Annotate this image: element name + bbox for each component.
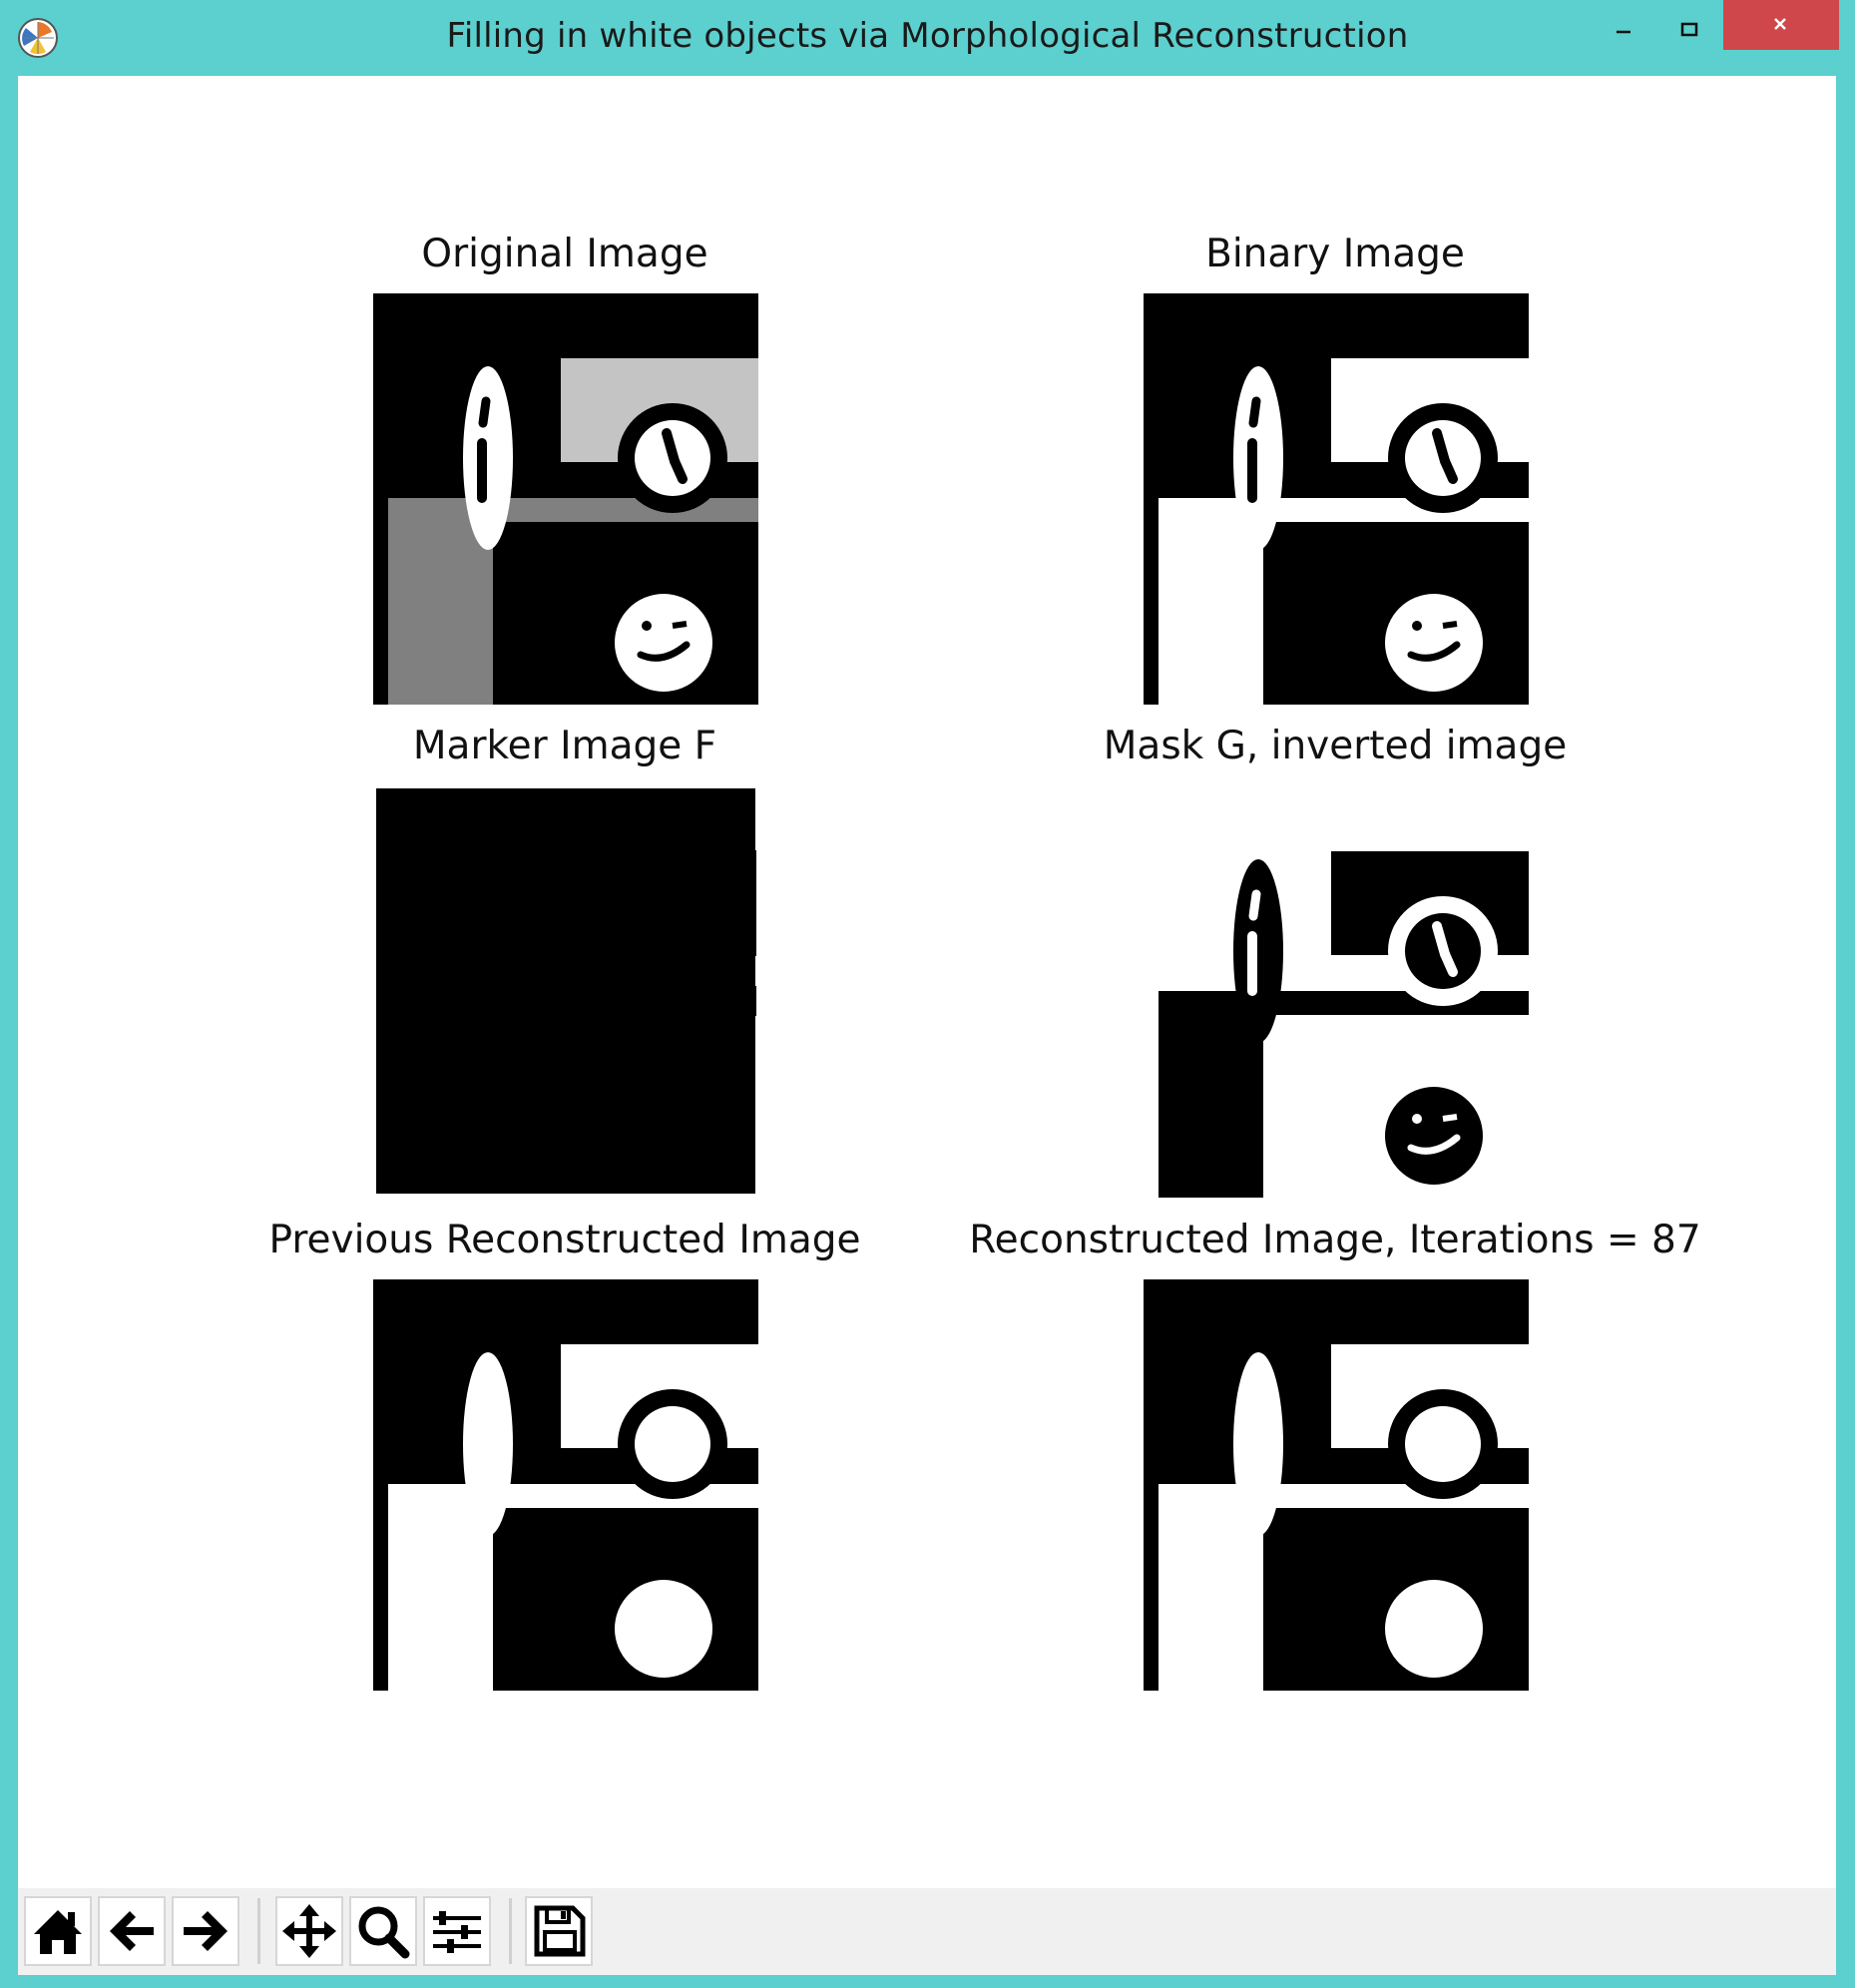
toolbar-separator — [509, 1898, 512, 1964]
home-icon — [34, 1910, 82, 1954]
original-image-panel[interactable] — [373, 293, 758, 705]
reconstructed-image-panel[interactable] — [1144, 1279, 1529, 1691]
panel-title-mask: Mask G, inverted image — [1103, 724, 1568, 768]
maximize-button[interactable] — [1662, 10, 1718, 50]
minimize-icon — [1617, 30, 1630, 34]
window-title: Filling in white objects via Morphologic… — [446, 16, 1409, 56]
pan-button[interactable] — [275, 1896, 343, 1966]
configure-subplots-button[interactable] — [423, 1896, 491, 1966]
app-logo-icon — [16, 16, 60, 60]
title-bar[interactable]: Filling in white objects via Morphologic… — [0, 0, 1855, 76]
back-button[interactable] — [98, 1896, 166, 1966]
arrow-left-icon — [110, 1911, 154, 1951]
marker-image-panel[interactable] — [373, 786, 758, 1198]
save-button[interactable] — [525, 1896, 593, 1966]
toolbar-separator — [257, 1898, 260, 1964]
figure-canvas — [18, 76, 1836, 1975]
panel-title-original: Original Image — [421, 232, 708, 276]
panel-title-reconstructed: Reconstructed Image, Iterations = 87 — [969, 1218, 1701, 1262]
binary-image-panel[interactable] — [1144, 293, 1529, 705]
zoom-icon — [358, 1906, 410, 1959]
minimize-button[interactable] — [1601, 10, 1646, 50]
mask-image-panel[interactable] — [1144, 786, 1529, 1198]
pan-icon — [282, 1904, 336, 1958]
panel-title-previous-reconstructed: Previous Reconstructed Image — [268, 1218, 861, 1262]
maximize-icon — [1680, 22, 1698, 37]
close-icon — [1774, 18, 1786, 30]
sliders-icon — [433, 1911, 481, 1953]
arrow-right-icon — [184, 1911, 228, 1951]
panel-title-binary: Binary Image — [1205, 232, 1465, 276]
forward-button[interactable] — [172, 1896, 239, 1966]
save-icon — [534, 1905, 586, 1957]
zoom-button[interactable] — [349, 1896, 417, 1966]
panel-title-marker: Marker Image F — [412, 724, 717, 768]
close-button[interactable] — [1723, 0, 1839, 50]
home-button[interactable] — [24, 1896, 92, 1966]
previous-reconstructed-image-panel[interactable] — [373, 1279, 758, 1691]
